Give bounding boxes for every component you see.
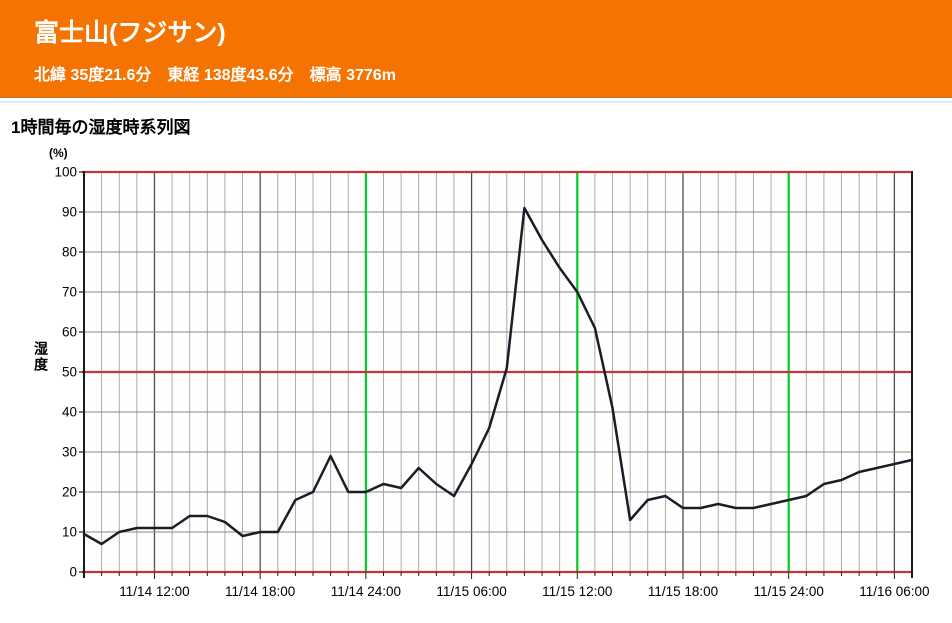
y-axis-title: 湿度 bbox=[33, 341, 49, 373]
y-axis-unit-label: (%) bbox=[49, 146, 68, 160]
x-tick-label: 11/15 24:00 bbox=[754, 584, 824, 599]
y-tick-label: 40 bbox=[62, 405, 77, 420]
y-tick-label: 10 bbox=[62, 525, 77, 540]
y-tick-label: 30 bbox=[62, 445, 77, 460]
header-separator bbox=[0, 101, 952, 103]
x-tick-label: 11/14 24:00 bbox=[331, 584, 401, 599]
chart-section-title: 1時間毎の湿度時系列図 bbox=[11, 118, 191, 137]
page-header: 富士山(フジサン) 北緯 35度21.6分 東経 138度43.6分 標高 37… bbox=[0, 0, 952, 98]
station-title: 富士山(フジサン) bbox=[34, 19, 226, 47]
x-tick-label: 11/14 18:00 bbox=[225, 584, 295, 599]
y-tick-label: 70 bbox=[62, 285, 77, 300]
y-tick-label: 80 bbox=[62, 245, 77, 260]
x-tick-label: 11/15 06:00 bbox=[436, 584, 506, 599]
x-tick-label: 11/16 06:00 bbox=[859, 584, 929, 599]
x-tick-label: 11/15 18:00 bbox=[648, 584, 718, 599]
x-tick-label: 11/15 12:00 bbox=[542, 584, 612, 599]
y-tick-label: 50 bbox=[62, 365, 77, 380]
humidity-line-series bbox=[82, 206, 914, 546]
station-coordinates: 北緯 35度21.6分 東経 138度43.6分 標高 3776m bbox=[34, 67, 396, 84]
x-tick-label: 11/14 12:00 bbox=[119, 584, 189, 599]
y-tick-label: 60 bbox=[62, 325, 77, 340]
y-tick-label: 90 bbox=[62, 205, 77, 220]
y-tick-label: 0 bbox=[69, 565, 77, 580]
y-tick-label: 100 bbox=[54, 165, 77, 180]
y-tick-label: 20 bbox=[62, 485, 77, 500]
